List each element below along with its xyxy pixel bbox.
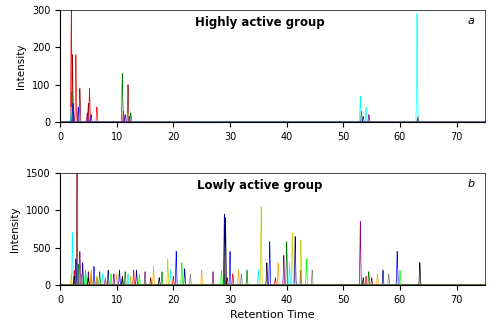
Y-axis label: Intensity: Intensity bbox=[10, 206, 20, 252]
Text: b: b bbox=[467, 179, 474, 190]
Text: Highly active group: Highly active group bbox=[195, 17, 324, 29]
Text: a: a bbox=[468, 17, 474, 27]
Y-axis label: Intensity: Intensity bbox=[16, 43, 26, 89]
Text: Lowly active group: Lowly active group bbox=[197, 179, 322, 192]
X-axis label: Retention Time: Retention Time bbox=[230, 310, 315, 320]
